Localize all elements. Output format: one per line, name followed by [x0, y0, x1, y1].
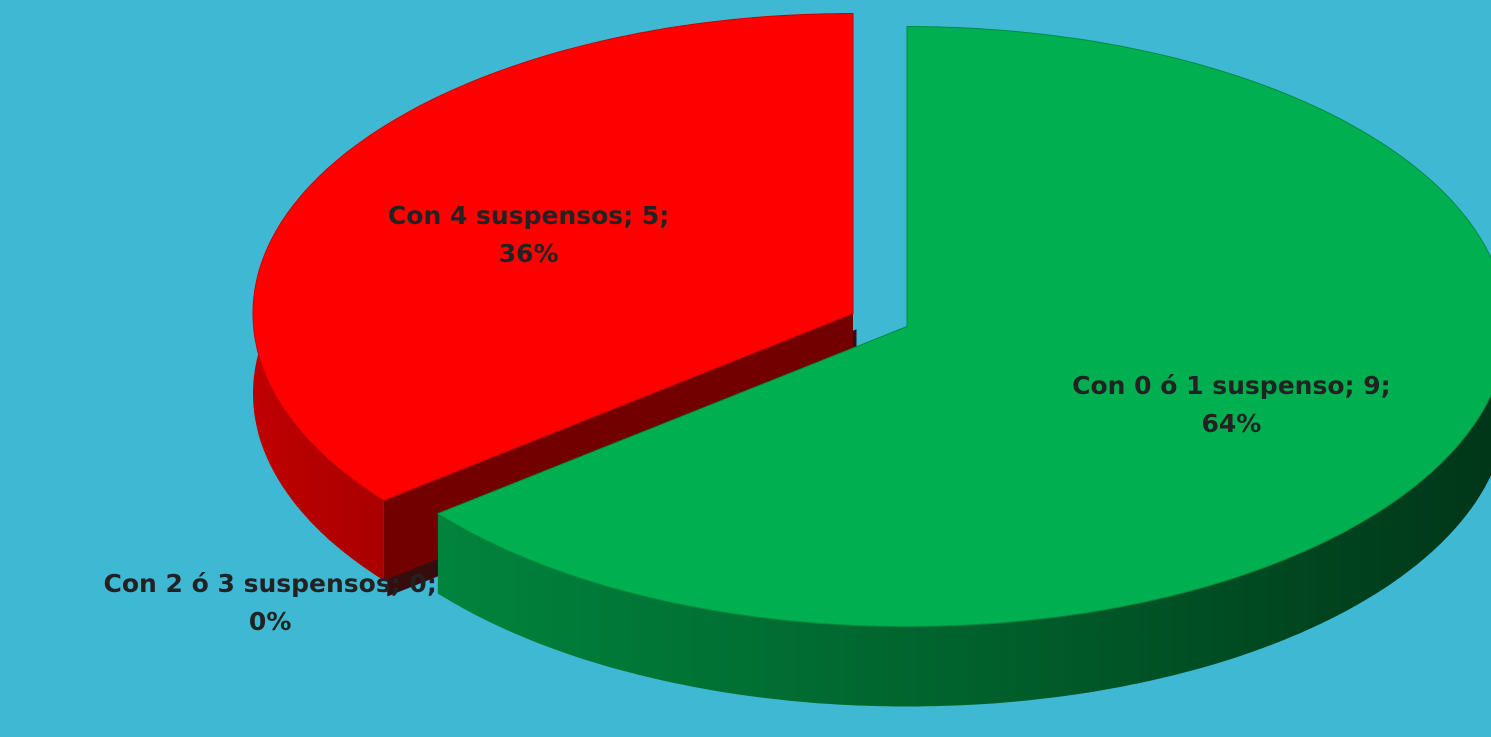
slice	[252, 13, 854, 502]
data-label: Con 2 ó 3 suspensos; 0; 0%	[103, 569, 437, 637]
slice	[436, 26, 1491, 627]
data-label: Con 0 ó 1 suspenso; 9; 64%	[1072, 370, 1391, 438]
slice-side	[437, 26, 1491, 707]
data-label: Con 4 suspensos; 5; 36%	[387, 201, 670, 269]
